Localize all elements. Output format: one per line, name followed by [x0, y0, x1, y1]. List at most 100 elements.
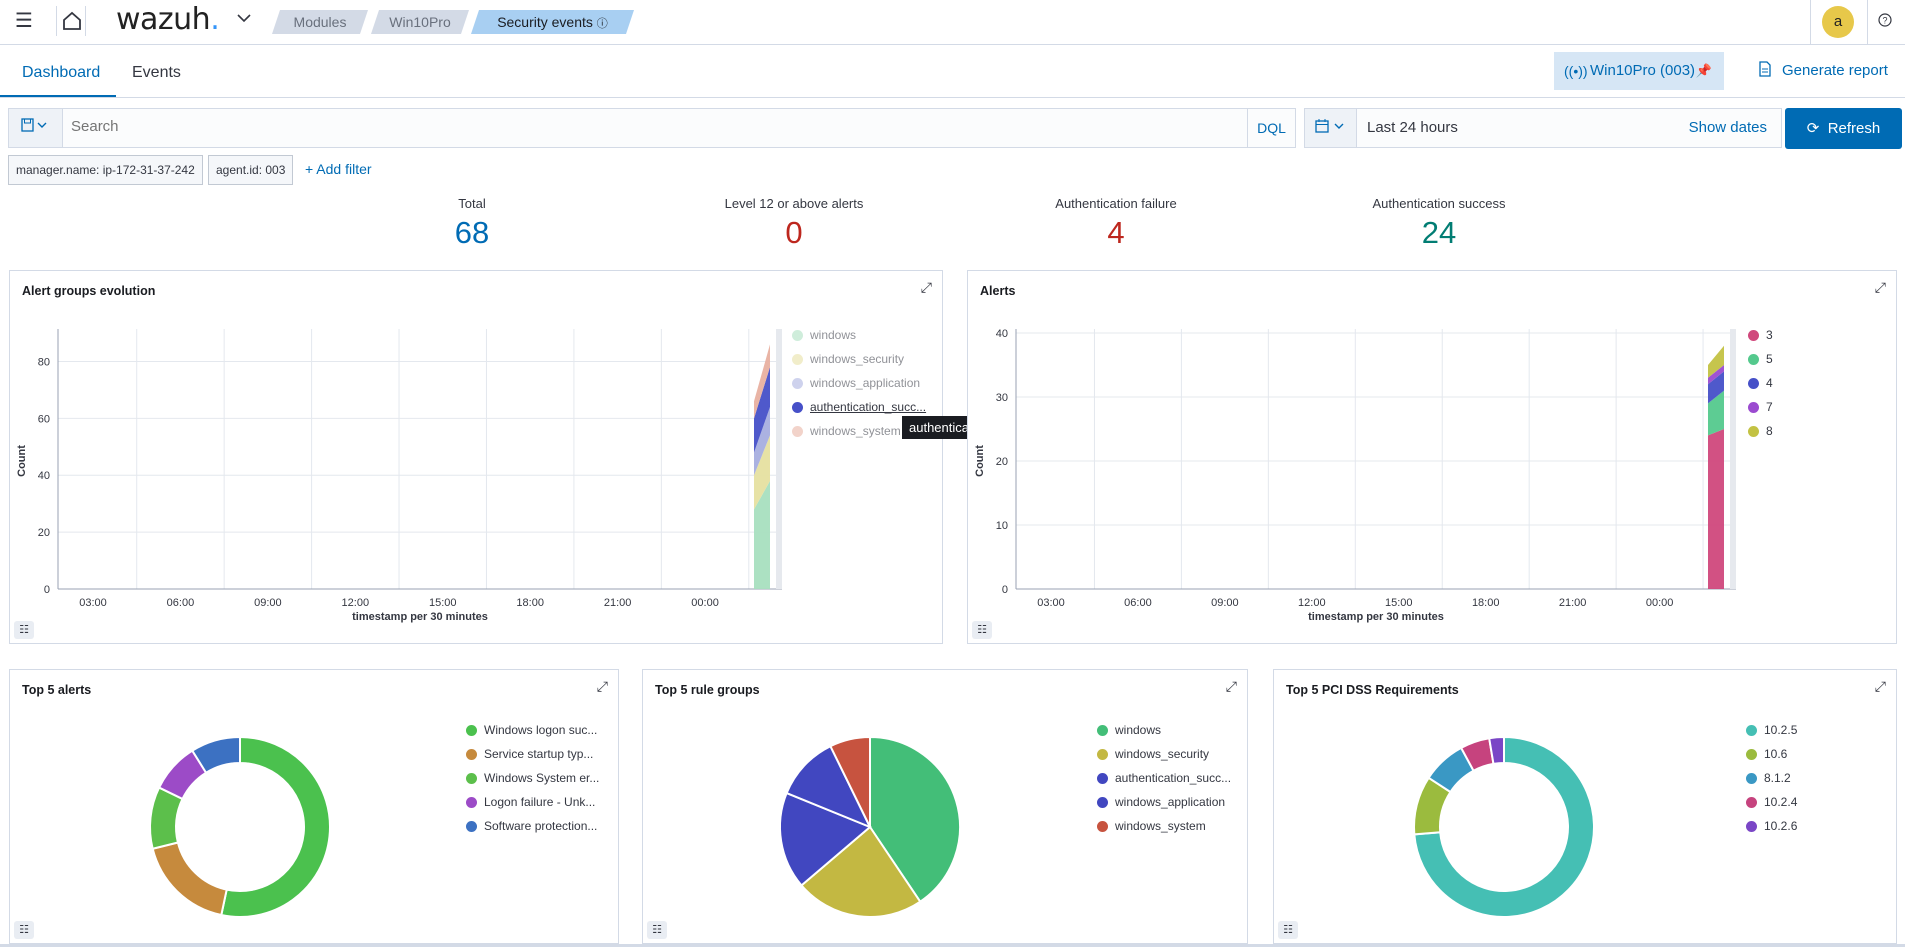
query-language-button[interactable]: DQL — [1247, 109, 1295, 147]
legend-color-dot — [466, 797, 477, 808]
top-5-rule-groups-chart — [779, 735, 961, 918]
legend-item[interactable]: 8 — [1748, 419, 1773, 443]
legend-color-dot — [466, 821, 477, 832]
legend-item[interactable]: Windows System er... — [466, 766, 599, 790]
legend-color-dot — [1097, 797, 1108, 808]
x-tick-label: 06:00 — [167, 597, 195, 609]
legend-item[interactable]: authentication_succ... — [1097, 766, 1231, 790]
legend-item[interactable]: 8.1.2 — [1746, 766, 1797, 790]
metric-auth-success: Authentication success 24 — [1354, 196, 1524, 251]
x-tick-label: 09:00 — [254, 597, 282, 609]
expand-icon[interactable]: ⤢ — [1874, 279, 1886, 295]
metric-value[interactable]: 4 — [1107, 215, 1125, 250]
legend-item[interactable]: 7 — [1748, 395, 1773, 419]
expand-icon[interactable]: ⤢ — [920, 279, 932, 295]
search-input[interactable] — [71, 118, 1221, 135]
legend-item[interactable]: windows_application — [1097, 790, 1231, 814]
query-bar: DQL — [8, 108, 1296, 148]
legend-item[interactable]: Logon failure - Unk... — [466, 790, 599, 814]
pinned-agent-button[interactable]: ((•)) Win10Pro (003) 📌 — [1554, 52, 1724, 90]
pie-slice-1 — [151, 841, 228, 917]
legend-item[interactable]: windows_system — [792, 419, 926, 443]
breadcrumb-security-events: Security events ⓘ — [471, 10, 634, 34]
legend-color-dot — [792, 378, 803, 389]
legend-color-dot — [1746, 725, 1757, 736]
generate-report-button[interactable]: Generate report — [1758, 61, 1888, 79]
help-icon[interactable]: ? — [1876, 13, 1894, 31]
save-icon — [21, 118, 47, 132]
saved-queries-button[interactable] — [9, 109, 63, 147]
legend-item[interactable]: windows — [1097, 718, 1231, 742]
legend-toggle-icon[interactable]: ☷ — [1278, 921, 1298, 939]
legend-item[interactable]: Windows logon suc... — [466, 718, 599, 742]
legend-label: windows — [810, 328, 857, 342]
legend-toggle-icon[interactable]: ☷ — [14, 621, 34, 639]
metric-label: Authentication failure — [1055, 196, 1177, 211]
tab-dashboard[interactable]: Dashboard — [22, 64, 101, 81]
tab-events[interactable]: Events — [132, 64, 181, 81]
legend-color-dot — [1748, 426, 1759, 437]
tab-bar: Dashboard Events ((•)) Win10Pro (003) 📌 … — [0, 46, 1905, 98]
legend-label: windows_security — [1115, 747, 1210, 761]
home-icon — [63, 11, 81, 30]
legend-item[interactable]: windows_system — [1097, 814, 1231, 838]
legend-item[interactable]: windows_application — [792, 371, 926, 395]
top-5-alerts-chart — [149, 735, 331, 918]
chevron-down-icon[interactable] — [236, 10, 252, 29]
legend-item[interactable]: authentication_succ... — [792, 395, 926, 419]
area-series-windows_system — [754, 344, 770, 419]
breadcrumb-modules[interactable]: Modules — [272, 10, 368, 34]
breadcrumb-current-label: Security events — [497, 14, 593, 30]
legend-toggle-icon[interactable]: ☷ — [14, 921, 34, 939]
y-tick-label: 0 — [44, 584, 50, 596]
user-avatar[interactable]: a — [1822, 6, 1854, 38]
legend-item[interactable]: 10.2.4 — [1746, 790, 1797, 814]
y-tick-label: 40 — [996, 328, 1008, 340]
legend-label: Windows System er... — [484, 771, 600, 785]
legend-item[interactable]: 4 — [1748, 371, 1773, 395]
date-range-text[interactable]: Last 24 hours — [1367, 119, 1458, 136]
legend-label: windows_application — [810, 376, 921, 390]
legend-toggle-icon[interactable]: ☷ — [647, 921, 667, 939]
legend-item[interactable]: 10.2.6 — [1746, 814, 1797, 838]
legend-item[interactable]: 10.6 — [1746, 742, 1797, 766]
metric-value[interactable]: 68 — [454, 215, 490, 250]
pie-slice-3 — [785, 744, 873, 829]
filter-pill-manager[interactable]: manager.name: ip-172-31-37-242 — [8, 155, 203, 185]
legend-item[interactable]: windows_security — [1097, 742, 1231, 766]
expand-icon[interactable]: ⤢ — [1874, 678, 1886, 694]
legend-item[interactable]: windows_security — [792, 347, 926, 371]
refresh-button[interactable]: ⟳ Refresh — [1785, 108, 1902, 149]
breadcrumb-agent[interactable]: Win10Pro — [371, 10, 469, 34]
legend-toggle-icon[interactable]: ☷ — [972, 621, 992, 639]
legend-color-dot — [466, 749, 477, 760]
hamburger-menu-icon[interactable]: ☰ — [15, 10, 33, 32]
add-filter-button[interactable]: + Add filter — [305, 161, 372, 177]
legend-item[interactable]: 10.2.5 — [1746, 718, 1797, 742]
chart-scroll-edge — [1730, 329, 1736, 589]
refresh-label: Refresh — [1827, 120, 1881, 137]
metric-value[interactable]: 24 — [1421, 215, 1457, 250]
y-tick-label: 10 — [996, 520, 1008, 532]
show-dates-button[interactable]: Show dates — [1688, 119, 1767, 136]
x-tick-label: 18:00 — [516, 597, 544, 609]
filter-pill-agent[interactable]: agent.id: 003 — [208, 155, 294, 185]
legend-item[interactable]: windows — [792, 323, 926, 347]
panel-top-5-rule-groups: Top 5 rule groups ⤢ windows windows_secur… — [642, 669, 1248, 944]
expand-icon[interactable]: ⤢ — [596, 678, 608, 694]
panel-title: Top 5 alerts — [22, 683, 92, 697]
home-button[interactable] — [56, 6, 86, 36]
pin-icon[interactable]: 📌 — [1695, 63, 1712, 78]
metric-value[interactable]: 0 — [785, 215, 803, 250]
legend-label: 4 — [1766, 376, 1773, 390]
legend-item[interactable]: Service startup typ... — [466, 742, 599, 766]
expand-icon[interactable]: ⤢ — [1225, 678, 1237, 694]
chart-scroll-edge — [776, 329, 782, 589]
legend-item[interactable]: 5 — [1748, 347, 1773, 371]
legend-item[interactable]: 3 — [1748, 323, 1773, 347]
wazuh-logo[interactable]: wazuh. — [116, 2, 220, 37]
quick-select-button[interactable] — [1305, 109, 1357, 147]
legend-color-dot — [1748, 402, 1759, 413]
legend-color-dot — [1097, 749, 1108, 760]
legend-item[interactable]: Software protection... — [466, 814, 599, 838]
